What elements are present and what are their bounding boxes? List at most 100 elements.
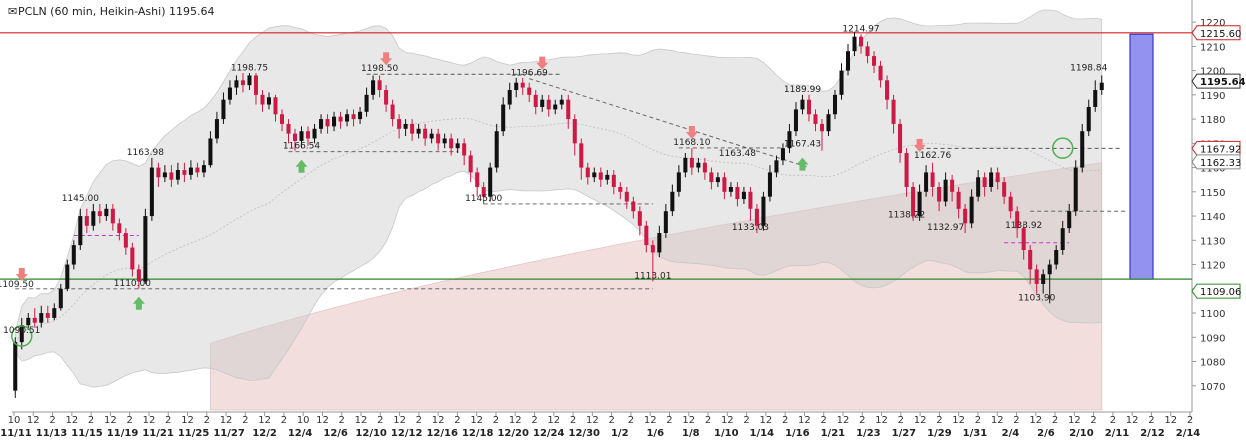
candle-body — [110, 208, 115, 224]
y-tick-label: 1070 — [1200, 382, 1225, 393]
candle-body — [1015, 211, 1020, 229]
candle-body — [32, 317, 37, 323]
candle-body — [26, 317, 31, 326]
x-hour-label: 12 — [432, 415, 445, 426]
x-hour-label: 2 — [454, 415, 460, 426]
price-annotation: 1110.00 — [114, 279, 151, 289]
price-tag-box — [1191, 25, 1241, 41]
x-hour-label: 10 — [8, 415, 21, 426]
x-date-label: 1/10 — [714, 428, 739, 439]
candle-body — [45, 313, 50, 318]
x-date-label: 2/14 — [1176, 428, 1201, 439]
x-hour-label: 12 — [1068, 415, 1081, 426]
candle-body — [299, 131, 304, 141]
x-hour-label: 12 — [547, 415, 560, 426]
x-hour-label: 2 — [242, 415, 248, 426]
candle-body — [338, 116, 343, 122]
candle-body — [976, 177, 981, 197]
candle-body — [859, 36, 864, 47]
x-date-label: 11/13 — [36, 428, 68, 439]
candle-body — [566, 99, 571, 120]
candle-body — [898, 123, 903, 154]
candle-body — [657, 233, 662, 253]
candles-layer — [13, 31, 1104, 398]
x-date-label: 12/16 — [426, 428, 458, 439]
candle-body — [214, 119, 219, 139]
candle-body — [800, 99, 805, 110]
candle-body — [605, 174, 610, 180]
candle-body — [1086, 106, 1091, 132]
price-tag: 1167.92 — [1191, 140, 1241, 156]
candle-body — [852, 36, 857, 52]
candle-body — [1028, 250, 1033, 270]
candle-body — [533, 94, 538, 107]
candle-body — [162, 172, 167, 178]
x-hour-label: 2 — [377, 415, 383, 426]
candle-body — [1099, 82, 1104, 90]
x-hour-label: 2 — [126, 415, 132, 426]
candle-body — [260, 94, 265, 105]
price-annotation: 1189.99 — [784, 85, 821, 95]
candle-body — [819, 123, 825, 132]
candle-body — [676, 172, 681, 192]
candle-body — [1060, 228, 1065, 250]
price-annotation: 1198.50 — [361, 64, 398, 74]
candle-body — [741, 191, 746, 200]
x-hour-label: 12 — [509, 415, 522, 426]
x-hour-label: 2 — [416, 415, 422, 426]
candle-body — [143, 216, 148, 282]
bollinger-band — [14, 9, 1103, 388]
x-date-label: 12/10 — [355, 428, 387, 439]
candle-body — [1093, 90, 1098, 107]
candle-body — [924, 172, 929, 192]
candle-body — [364, 94, 369, 112]
x-hour-label: 2 — [1148, 415, 1154, 426]
price-tag: 1109.06 — [1191, 283, 1241, 299]
x-hour-label: 12 — [991, 415, 1004, 426]
x-date-label: 1/27 — [892, 428, 917, 439]
x-hour-label: 12 — [721, 415, 734, 426]
x-date-label: 12/4 — [288, 428, 313, 439]
price-annotation: 1103.90 — [1018, 294, 1055, 304]
x-date-label: 2/11 — [1105, 428, 1130, 439]
price-annotation: 1198.75 — [231, 64, 268, 74]
candle-body — [279, 114, 285, 124]
candle-body — [709, 172, 714, 183]
candle-body — [52, 308, 57, 318]
candle-body — [136, 269, 141, 282]
x-hour-label: 12 — [143, 415, 156, 426]
x-hour-label: 2 — [782, 415, 788, 426]
x-date-label: 12/2 — [252, 428, 277, 439]
y-tick-label: 1210 — [1200, 42, 1225, 53]
candle-body — [872, 56, 877, 66]
candle-body — [488, 167, 493, 197]
candle-body — [592, 172, 597, 178]
projection-box — [1129, 33, 1154, 280]
x-hour-label: 2 — [49, 415, 55, 426]
down-arrow-icon — [380, 52, 393, 66]
x-hour-label: 2 — [1110, 415, 1116, 426]
x-hour-label: 2 — [628, 415, 634, 426]
candle-body — [247, 75, 252, 86]
y-tick-label: 1090 — [1200, 333, 1225, 344]
candle-body — [201, 165, 206, 173]
x-hour-label: 12 — [1164, 415, 1177, 426]
up-arrow-icon — [295, 159, 308, 173]
candle-body — [780, 148, 785, 161]
candle-body — [663, 211, 668, 234]
candle-body — [208, 138, 213, 166]
x-hour-label: 12 — [644, 415, 657, 426]
candle-body — [234, 80, 239, 88]
candle-body — [650, 245, 655, 253]
x-date-label: 1/16 — [785, 428, 810, 439]
y-tick-label: 1190 — [1200, 91, 1225, 102]
candle-body — [358, 111, 363, 120]
candle-body — [390, 104, 395, 120]
candle-body — [982, 177, 987, 187]
candle-body — [963, 208, 968, 224]
candle-body — [429, 133, 434, 139]
y-tick-label: 1200 — [1200, 67, 1225, 78]
x-hour-label: 12 — [220, 415, 233, 426]
candle-body — [169, 172, 174, 180]
price-annotation: 1113.01 — [634, 271, 671, 281]
